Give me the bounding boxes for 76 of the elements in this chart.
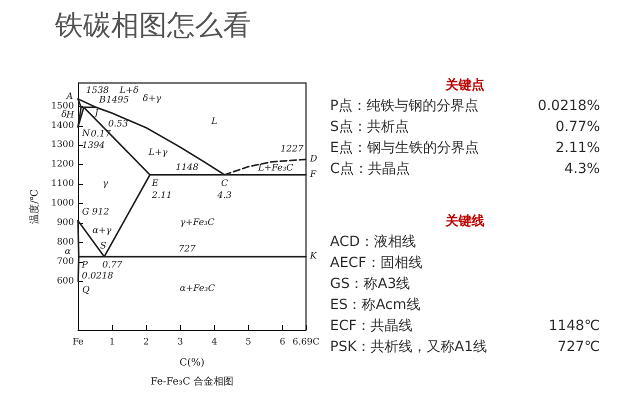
annotation: Q — [82, 285, 90, 296]
text: 1148℃ — [548, 318, 600, 334]
annotation: L+Fe₃C — [257, 164, 294, 174]
annotation: 0.0218 — [82, 272, 114, 282]
text: 727℃ — [558, 339, 600, 355]
y-axis-title: 温度/℃ — [28, 189, 41, 224]
annotation: 2.11 — [150, 190, 172, 201]
annotation: 1538 — [86, 86, 110, 96]
category-label: P点：纯铁与钢的分界点 — [330, 97, 478, 116]
annotation: P — [80, 260, 89, 271]
x-tick-label: 5 — [246, 338, 252, 348]
annotation: A — [66, 92, 74, 102]
annotation: C — [221, 178, 228, 189]
category-label: S点：共析点 — [330, 118, 409, 137]
x-tick-label: 2 — [143, 338, 150, 348]
annotation: 1495 — [106, 95, 130, 106]
category-label: GS：称A3线 — [330, 275, 410, 294]
x-tick-label: 6 — [280, 338, 286, 348]
annotation: 1394 — [82, 140, 106, 151]
y-tick-label: 1300 — [51, 140, 74, 150]
y-tick-label: 700 — [56, 256, 74, 267]
annotation: F — [309, 170, 317, 180]
annotation: G — [82, 208, 90, 218]
y-tick-label: 1100 — [51, 179, 74, 190]
annotation: α+γ — [92, 226, 112, 236]
annotation: E — [150, 178, 159, 189]
text: 0.77% — [556, 119, 600, 135]
y-tick-label: 900 — [56, 218, 74, 228]
annotation: α+Fe₃C — [180, 284, 215, 294]
text: 0.0218% — [538, 98, 600, 114]
annotation: D — [309, 154, 318, 164]
text: 关键点 — [444, 76, 486, 94]
annotation: N — [81, 128, 91, 139]
chart-title: 铁碳相图怎么看 — [54, 8, 251, 42]
annotation: 912 — [92, 208, 110, 218]
annotation: L+δ — [118, 86, 139, 96]
y-tick-label: 1400 — [51, 120, 74, 131]
annotation: L — [210, 116, 218, 127]
annotation: γ — [102, 179, 109, 190]
y-tick-label: 1200 — [51, 160, 74, 170]
text: α — [64, 247, 71, 258]
annotation: 4.3 — [216, 190, 232, 201]
annotation: S — [100, 242, 106, 252]
category-label: AECF：固相线 — [330, 254, 422, 273]
category-label: ECF：共晶线 — [330, 317, 413, 336]
y-tick-label: 1000 — [51, 198, 74, 209]
annotation: γ+Fe₃C — [180, 218, 215, 228]
x-axis-title: C(%) — [180, 358, 205, 368]
text: Fe-Fe₃C 合金相图 — [150, 376, 234, 388]
x-tick-label: 6.69C — [292, 338, 320, 348]
text: δ — [61, 110, 67, 120]
annotation: K — [309, 252, 318, 262]
y-tick-label: 800 — [56, 237, 74, 248]
y-tick-label: 600 — [56, 276, 74, 286]
annotation: B — [98, 95, 106, 106]
annotation: 0.53 — [108, 119, 128, 130]
annotation: δ+γ — [142, 94, 162, 104]
annotation: 1148 — [176, 162, 199, 173]
annotation: 727 — [178, 244, 196, 255]
annotation: 0.77 — [102, 260, 123, 271]
annotation: H — [65, 110, 74, 120]
x-tick-label: 4 — [211, 338, 218, 348]
y-tick-label: 1500 — [51, 101, 74, 112]
category-label: ES：称Acm线 — [330, 296, 420, 315]
category-label: PSK：共析线，又称A1线 — [330, 338, 487, 357]
annotation: L+γ — [148, 148, 168, 158]
category-label: E点：钢与生铁的分界点 — [330, 139, 479, 158]
x-tick-label: 1 — [109, 338, 115, 348]
category-label: ACD：液相线 — [330, 233, 416, 252]
annotation: 1227 — [280, 144, 304, 154]
text: 4.3% — [564, 161, 600, 177]
x-tick-label: 3 — [177, 338, 184, 348]
text: 2.11% — [556, 140, 600, 156]
category-label: C点：共晶点 — [330, 160, 410, 179]
x-tick-label: Fe — [72, 338, 84, 348]
text: 关键线 — [444, 212, 486, 230]
